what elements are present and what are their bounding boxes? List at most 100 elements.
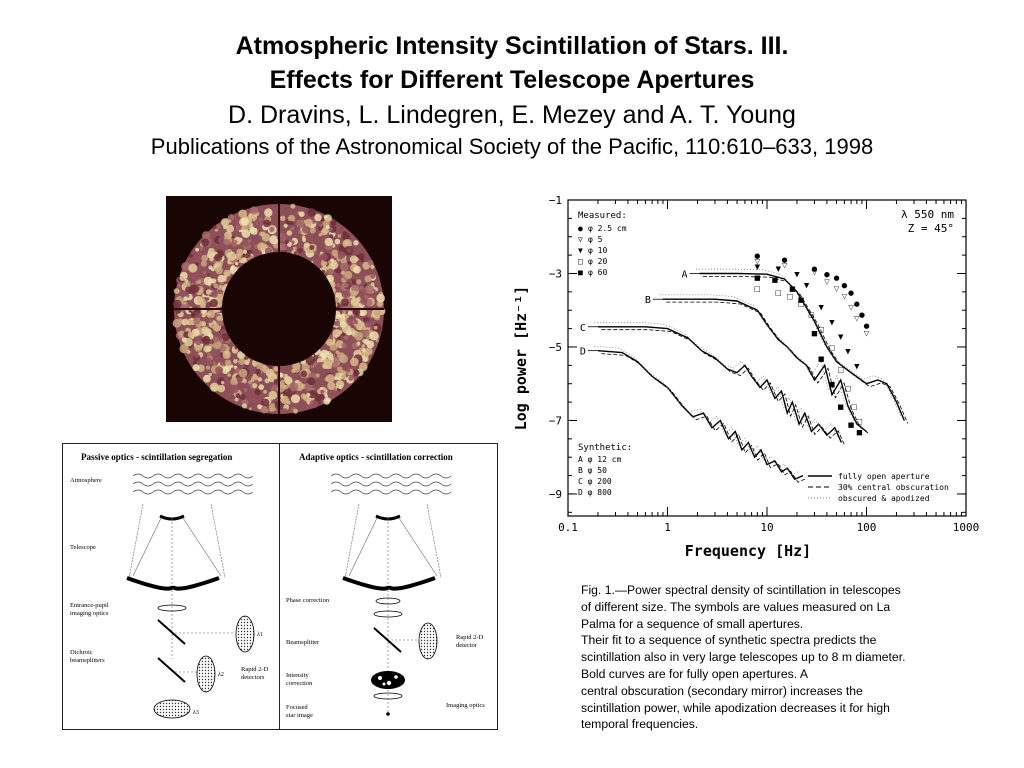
- measured-point: ●: [754, 252, 760, 260]
- x-tick-label: 1000: [953, 521, 980, 534]
- speckle: [325, 374, 335, 383]
- speckle: [238, 237, 243, 243]
- caption-line: Fig. 1.—Power spectral density of scinti…: [581, 583, 901, 597]
- speckle: [224, 272, 230, 277]
- atmosphere-waves-left: [132, 473, 254, 495]
- speckle: [257, 242, 267, 251]
- speckle: [341, 374, 346, 380]
- measured-point: ▽: [834, 285, 840, 293]
- speckle: [342, 310, 346, 314]
- speckle: [303, 242, 310, 248]
- y-axis-label: Log power [Hz⁻¹]: [512, 286, 530, 431]
- speckle: [353, 308, 361, 316]
- measured-point: ■: [811, 329, 818, 337]
- slide-subtitle: Effects for Different Telescope Aperture…: [269, 66, 755, 94]
- speckle: [352, 320, 356, 324]
- line-style-legend: fully open aperture 30% central obscurat…: [808, 472, 949, 503]
- speckle: [367, 259, 374, 266]
- speckle: [290, 203, 296, 209]
- primary-mirror-right: [342, 576, 436, 591]
- speckle: [217, 320, 223, 327]
- speckle: [200, 260, 207, 267]
- speckle: [224, 364, 232, 372]
- speckle: [224, 233, 230, 239]
- speckle: [237, 226, 242, 231]
- speckle: [208, 265, 213, 270]
- speckle: [339, 316, 346, 323]
- speckle: [201, 231, 211, 240]
- y-tick-group: −1 −3 −5 −7 −9: [549, 194, 966, 513]
- lambda-3: λ3: [193, 710, 199, 716]
- speckle: [261, 233, 271, 242]
- speckle: [194, 343, 203, 352]
- speckle: [330, 258, 334, 263]
- speckle: [341, 342, 347, 349]
- speckle: [354, 331, 363, 341]
- speckle: [364, 284, 374, 295]
- plot-frame: [567, 199, 967, 517]
- measured-point: ●: [781, 256, 787, 264]
- speckle: [235, 261, 239, 266]
- speckle: [360, 297, 368, 305]
- speckle: [315, 373, 320, 378]
- measured-point: ●: [811, 265, 817, 273]
- speckle: [307, 208, 316, 217]
- speckle: [309, 227, 316, 234]
- speckle: [318, 233, 322, 237]
- speckle: [309, 245, 315, 250]
- measured-point: □: [856, 417, 863, 425]
- speckle: [330, 220, 337, 226]
- caption-line: scintillation power, while apodization d…: [581, 700, 890, 715]
- x-tick-label: 10: [760, 521, 773, 534]
- speckle: [339, 285, 346, 291]
- speckle: [238, 358, 246, 365]
- speckle: [291, 368, 296, 373]
- speckle: [323, 393, 328, 398]
- dichroic-1: [157, 619, 186, 645]
- speckle: [351, 342, 358, 350]
- speckle: [222, 350, 231, 359]
- y-tick-label: −3: [549, 267, 562, 280]
- speckle: [233, 359, 238, 364]
- slide-title: Atmospheric Intensity Scintillation of S…: [235, 32, 789, 60]
- synthetic-legend-entry: A φ 12 cm: [578, 455, 622, 464]
- measured-point: ■: [818, 355, 825, 363]
- primary-mirror-left: [126, 576, 220, 591]
- speckle: [304, 218, 313, 227]
- speckle: [195, 338, 202, 346]
- speckle: [293, 251, 297, 255]
- speckle: [348, 310, 352, 315]
- caption-line: temporal frequencies.: [581, 717, 699, 732]
- caption-line: Palma for a sequence of small apertures.: [581, 616, 804, 631]
- speckle: [260, 405, 268, 414]
- speckle: [323, 358, 331, 366]
- x-axis-label: Frequency [Hz]: [685, 542, 811, 560]
- speckle: [314, 213, 322, 222]
- legend-obscuration: 30% central obscuration: [838, 483, 949, 492]
- measured-legend-label: φ 10: [588, 246, 607, 255]
- detector-2: [196, 655, 216, 693]
- measured-point: ■: [798, 296, 805, 304]
- speckle: [201, 326, 210, 335]
- label-imaging-optics: Imaging optics: [446, 702, 485, 709]
- speckle: [305, 355, 315, 366]
- speckle: [228, 214, 235, 221]
- measured-legend-symbol: ▽: [578, 235, 583, 244]
- speckle: [220, 218, 230, 227]
- measured-legend-symbol: ●: [578, 224, 583, 233]
- speckle: [204, 357, 213, 366]
- speckle: [269, 226, 275, 232]
- measured-point: ▽: [864, 329, 870, 337]
- synthetic-legend-title: Synthetic:: [578, 443, 632, 453]
- speckle: [247, 239, 252, 243]
- speckle: [233, 239, 238, 245]
- speckle: [262, 364, 266, 368]
- speckle: [291, 394, 300, 404]
- beamsplitter-right: [373, 627, 402, 653]
- speckle: [370, 282, 375, 287]
- speckle: [349, 255, 358, 264]
- speckle: [223, 239, 231, 246]
- speckle: [256, 216, 265, 225]
- measured-point: ●: [833, 274, 839, 282]
- speckle: [248, 407, 252, 411]
